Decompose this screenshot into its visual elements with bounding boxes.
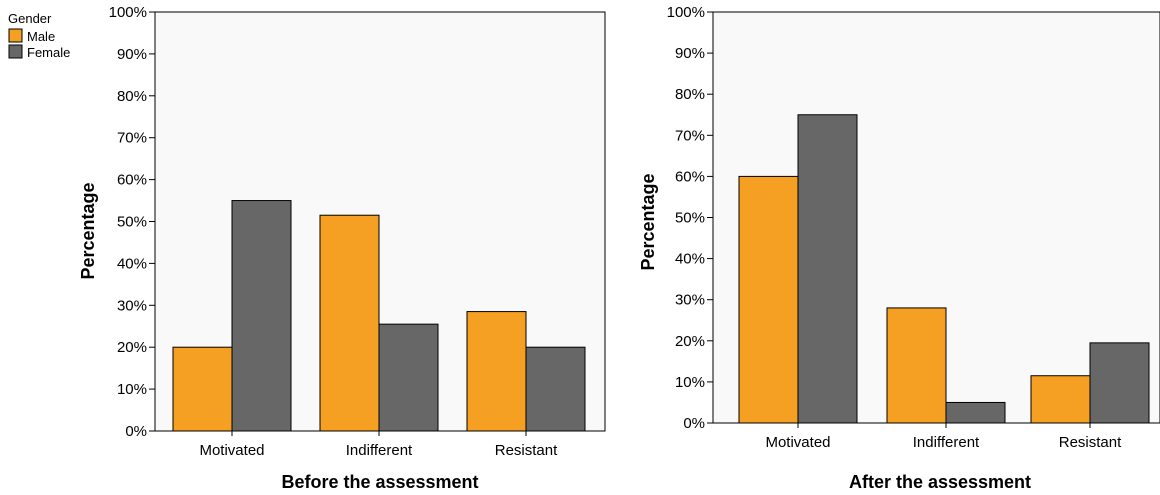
bar-male-motivated	[172, 346, 233, 432]
chart-before-assessment: 0% 10% 20% 30% 40% 50% 60% 70% 80% 90% 100% Motiva…	[78, 4, 606, 492]
x-category-label: Resistant	[1059, 434, 1122, 451]
bar-male-motivated	[738, 175, 799, 424]
chart-after-assessment: 0% 10% 20% 30% 40% 50% 60% 70% 80% 90% 100% Motiva…	[638, 4, 1160, 492]
y-tick-label: 40%	[675, 251, 705, 268]
x-category-label: Resistant	[495, 442, 558, 459]
bar-male-resistant	[466, 311, 527, 432]
y-tick-label: 90%	[675, 45, 705, 62]
bar-female-motivated	[231, 200, 292, 432]
y-tick-label: 20%	[675, 333, 705, 350]
y-tick-label: 60%	[117, 172, 147, 189]
y-tick-label: 80%	[117, 88, 147, 105]
x-axis-title: Before the assessment	[281, 472, 478, 492]
y-tick-label: 30%	[117, 297, 147, 314]
y-axis-title: Percentage	[638, 173, 658, 270]
y-axis-ticks: 0% 10% 20% 30% 40% 50% 60% 70% 80% 90% 100%	[109, 4, 155, 440]
bar-female-indifferent	[945, 401, 1006, 424]
x-category-label: Indifferent	[346, 442, 413, 459]
x-category-label: Motivated	[199, 442, 264, 459]
x-axis-categories: Motivated Indifferent Resistant	[199, 431, 558, 459]
y-tick-label: 10%	[675, 374, 705, 391]
bar-female-indifferent	[378, 323, 439, 432]
y-tick-label: 10%	[117, 381, 147, 398]
legend-swatch-male	[8, 28, 23, 43]
bars	[172, 200, 586, 432]
x-axis-categories: Motivated Indifferent Resistant	[765, 423, 1122, 451]
y-tick-label: 60%	[675, 168, 705, 185]
bar-female-resistant	[1089, 342, 1150, 424]
x-category-label: Indifferent	[913, 434, 980, 451]
y-tick-label: 0%	[125, 423, 147, 440]
bars	[738, 114, 1150, 424]
x-axis-title: After the assessment	[849, 472, 1031, 492]
y-tick-label: 30%	[675, 292, 705, 309]
legend-swatch-female	[8, 44, 23, 59]
legend: Gender Male Female	[8, 11, 70, 60]
bar-female-resistant	[525, 346, 586, 432]
bar-male-resistant	[1030, 375, 1091, 424]
y-tick-label: 100%	[109, 4, 147, 21]
x-category-label: Motivated	[765, 434, 830, 451]
legend-label-male: Male	[27, 29, 55, 44]
y-tick-label: 0%	[683, 415, 705, 432]
y-tick-label: 40%	[117, 255, 147, 272]
y-tick-label: 50%	[675, 210, 705, 227]
y-tick-label: 70%	[675, 127, 705, 144]
y-tick-label: 50%	[117, 214, 147, 231]
legend-label-female: Female	[27, 45, 70, 60]
y-tick-label: 70%	[117, 130, 147, 147]
bar-female-motivated	[797, 114, 858, 424]
bar-male-indifferent	[319, 214, 380, 432]
y-tick-label: 20%	[117, 339, 147, 356]
y-tick-label: 90%	[117, 46, 147, 63]
y-tick-label: 80%	[675, 86, 705, 103]
bar-male-indifferent	[886, 307, 947, 424]
y-axis-title: Percentage	[78, 182, 98, 279]
legend-title: Gender	[8, 11, 52, 26]
y-axis-ticks: 0% 10% 20% 30% 40% 50% 60% 70% 80% 90% 100%	[667, 4, 713, 432]
y-tick-label: 100%	[667, 4, 705, 21]
